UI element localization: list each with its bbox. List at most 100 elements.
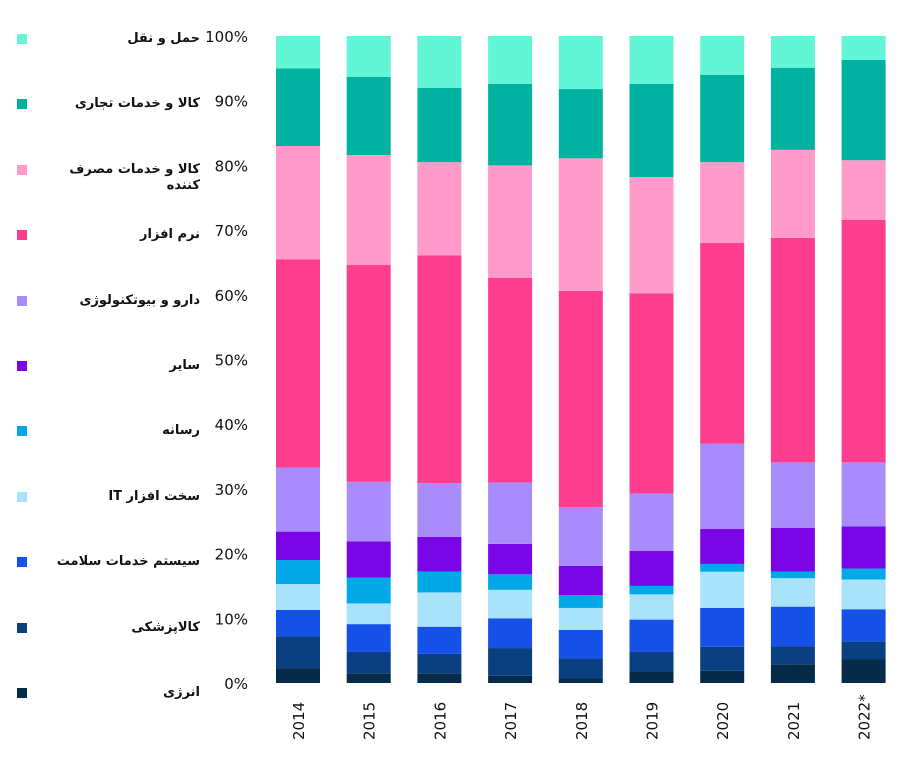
legend-item: دارو و بیوتکنولوژی [14,292,201,336]
x-tick-label: 2020 [714,702,732,740]
bar-segment-2015-0 [346,673,391,683]
bar-segment-2020-9 [700,74,745,163]
y-tick-label: 50% [215,352,248,370]
y-tick-label: 30% [215,481,248,499]
legend-swatch [17,230,27,241]
bar-segment-2022*-1 [841,641,886,660]
legend-item: کالاپزشکی [14,620,200,663]
bar-segment-2020-1 [700,646,745,671]
bar-segment-2017-3 [488,589,533,619]
bar-segment-2016-0 [417,673,462,683]
bar-segment-2021-9 [770,67,815,150]
legend-label: انرژی [163,685,200,700]
bar-segment-2022*-8 [841,160,886,220]
bar-segment-2022*-2 [841,609,886,642]
bar-segment-2021-8 [770,149,815,238]
legend-swatch [17,34,27,44]
legend-item: رسانه [14,423,200,466]
bar-segment-2021-3 [770,578,815,607]
bar-segment-2017-8 [488,165,533,278]
bar-segment-2020-2 [700,607,745,647]
bar-segment-2019-8 [629,177,674,294]
x-tick-label: 2017 [502,702,520,740]
bar-segment-2017-10 [488,36,533,84]
legend-swatch [17,99,27,110]
bar-segment-2018-2 [558,629,603,659]
bar-segment-2015-3 [346,603,391,625]
bar-segment-2016-5 [417,536,462,572]
bar-segment-2019-6 [629,493,674,552]
bar-segment-2020-8 [700,162,745,244]
bar-segment-2016-7 [417,255,462,484]
bar-segment-2021-4 [770,571,815,579]
bar-segment-2016-1 [417,653,462,674]
legend-swatch [17,295,27,306]
legend-item: حمل و نقل [14,31,200,74]
bar-segment-2014-6 [276,467,320,532]
y-tick-label: 40% [215,416,248,434]
y-tick-label: 90% [215,93,248,111]
legend-swatch [17,164,27,175]
bar-segment-2022*-3 [841,579,886,610]
bar-segment-2020-7 [700,243,745,444]
bar-segment-2014-10 [276,36,320,69]
x-tick-label: 2019 [644,702,662,740]
bar-segment-2016-4 [417,571,462,593]
bar-segment-2014-4 [276,560,320,585]
bar-segment-2014-0 [276,668,320,683]
bar-segment-2018-5 [558,565,603,596]
legend-label: رسانه [162,423,200,439]
bar-segment-2014-7 [276,259,320,468]
x-tick-label: 2016 [431,702,449,740]
y-tick-label: 80% [215,157,248,175]
bar-segment-2021-0 [770,664,815,683]
legend-item: انرژی [14,685,200,728]
legend-label: کالا و خدمات تجاری [74,96,200,112]
bar-segment-2015-1 [346,651,391,674]
bar-segment-2014-2 [276,609,320,637]
bar-segment-2021-10 [770,36,815,68]
bar-segment-2022*-7 [841,219,886,463]
y-tick-label: 0% [224,675,248,693]
bar-segment-2015-4 [346,577,391,604]
legend-item: کالا و خدمات تجاری [14,96,200,139]
x-tick-label: 2015 [361,702,379,740]
bar-segment-2021-5 [770,527,815,572]
bar-segment-2019-5 [629,551,674,586]
bar-segment-2017-9 [488,83,533,166]
legend-item: سایر [14,358,200,401]
bar-segment-2019-9 [629,83,674,178]
bar-segment-2019-3 [629,594,674,620]
bar-segment-2022*-5 [841,526,886,569]
bar-segment-2019-4 [629,585,674,595]
bar-segment-2020-10 [700,36,745,75]
bar-segment-2017-0 [488,675,533,683]
bar-segment-2015-10 [346,36,391,77]
legend-label: سخت افزار IT [108,488,200,504]
legend-swatch [17,361,27,371]
legend-item: سخت افزار IT [14,488,200,532]
bar-segment-2015-5 [346,541,391,578]
bar-segment-2016-2 [417,626,462,654]
bar-segment-2015-9 [346,76,391,156]
bar-segment-2018-1 [558,658,603,679]
bar-segment-2018-10 [558,36,603,90]
bar-segment-2019-1 [629,651,674,673]
legend-swatch [17,426,27,437]
legend-label: دارو و بیوتکنولوژی [79,292,201,308]
bar-segment-2021-7 [770,237,815,463]
bar-segment-2018-4 [558,595,603,608]
bar-segment-2018-0 [558,678,603,683]
bar-segment-2017-1 [488,648,533,676]
legend-label: کالا و خدمات مصرف کننده [69,161,200,193]
bar-segment-2014-5 [276,531,320,561]
bar-segment-2018-3 [558,607,603,630]
bar-segment-2018-8 [558,158,603,291]
legend-label: حمل و نقل [127,31,200,46]
bar-segment-2019-7 [629,293,674,494]
bar-segment-2019-2 [629,619,674,652]
bar-segment-2018-9 [558,89,603,159]
bar-segment-2014-9 [276,68,320,146]
bar-segment-2022*-4 [841,568,886,580]
bar-segment-2014-3 [276,584,320,610]
